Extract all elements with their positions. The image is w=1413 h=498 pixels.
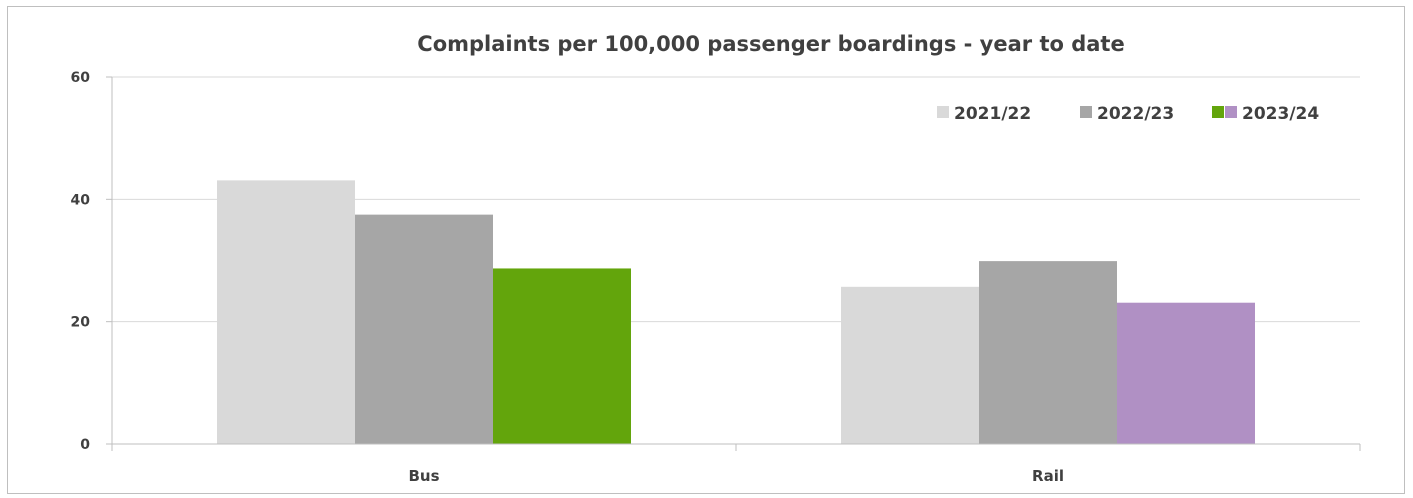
y-axis-ticks: 0 20 40 60: [71, 70, 112, 453]
y-tick-label: 40: [71, 192, 91, 208]
bar: [841, 286, 979, 444]
bar: [1117, 302, 1255, 444]
legend-label: 2022/23: [1097, 104, 1174, 124]
legend-label: 2021/22: [954, 104, 1031, 124]
bar: [493, 268, 631, 444]
y-tick-label: 0: [80, 437, 90, 453]
legend-swatch: [937, 106, 949, 118]
x-axis: Bus Rail: [111, 77, 1361, 485]
x-category-label: Bus: [408, 467, 439, 485]
bar: [217, 180, 355, 444]
legend: 2021/22 2022/23 2023/24: [937, 104, 1319, 124]
bar: [979, 261, 1117, 444]
legend-swatch: [1212, 106, 1224, 118]
legend-label: 2023/24: [1242, 104, 1319, 124]
legend-swatch: [1225, 106, 1237, 118]
bars: [217, 180, 1255, 444]
y-tick-label: 60: [71, 70, 91, 86]
x-category-label: Rail: [1032, 467, 1064, 485]
chart-title: Complaints per 100,000 passenger boardin…: [417, 32, 1124, 56]
bar: [355, 214, 493, 444]
legend-swatch: [1080, 106, 1092, 118]
y-tick-label: 20: [71, 315, 91, 331]
